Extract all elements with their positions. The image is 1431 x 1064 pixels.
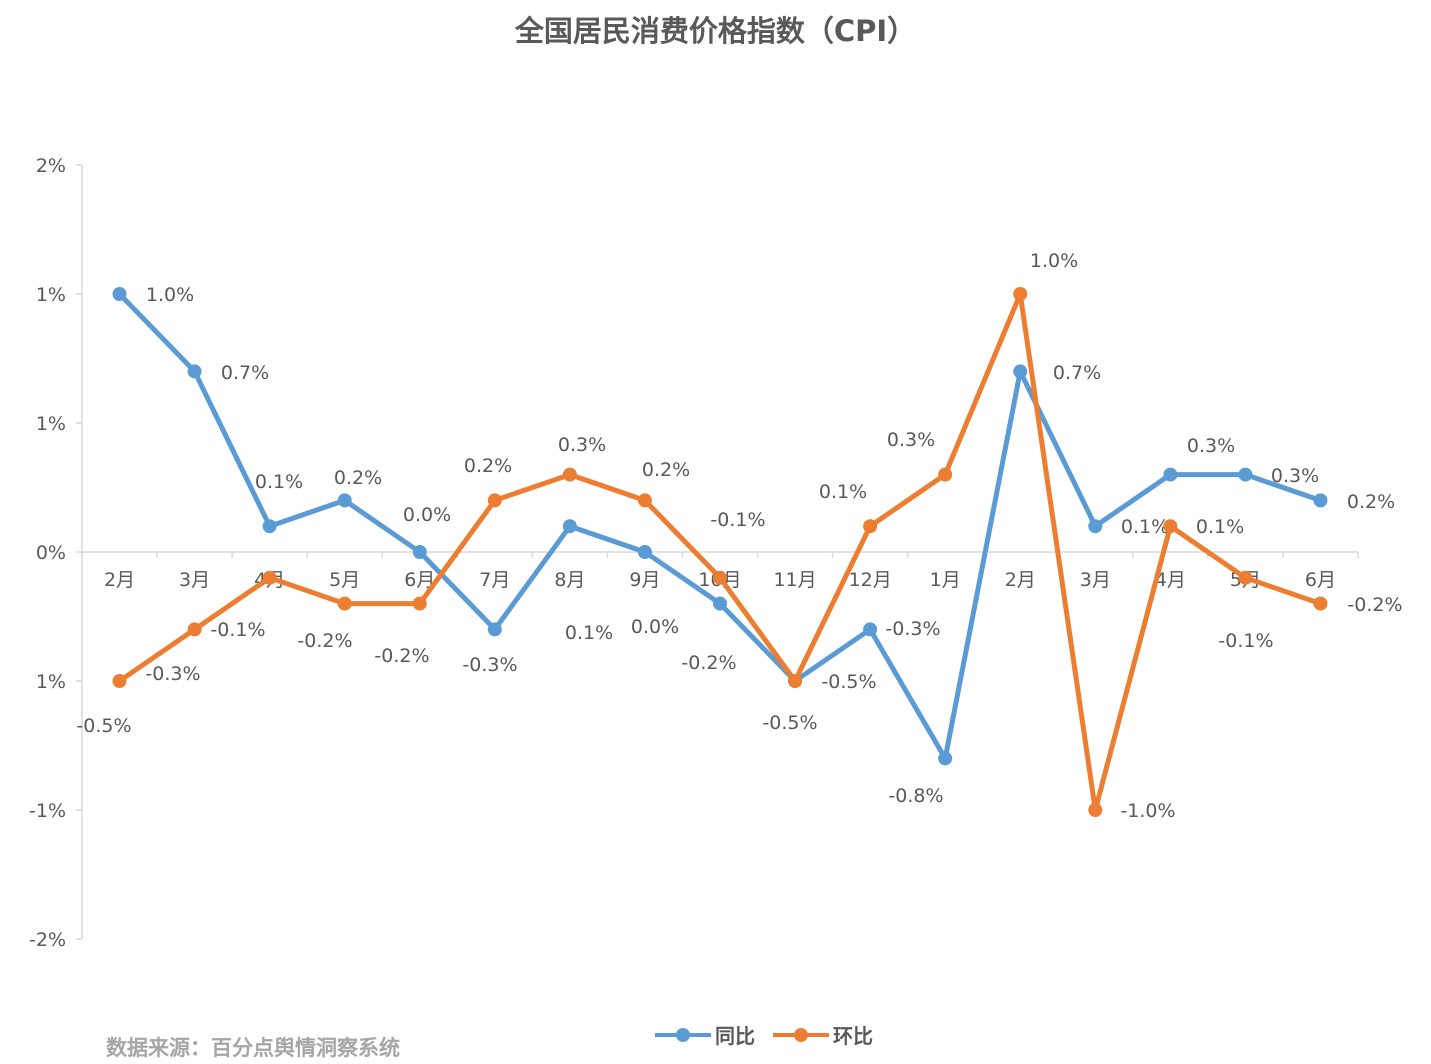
legend-label-mom: 环比 — [833, 1024, 873, 1048]
data-label: -0.2% — [297, 630, 352, 652]
data-label: 0.1% — [255, 471, 303, 493]
data-label: -0.1% — [1218, 630, 1273, 652]
data-label: 0.2% — [642, 459, 690, 481]
legend-label-yoy: 同比 — [715, 1024, 755, 1048]
data-label: -0.2% — [1347, 594, 1402, 616]
data-point — [262, 519, 277, 534]
data-point — [788, 674, 803, 688]
data-label: 0.7% — [1053, 362, 1101, 384]
data-point — [1088, 803, 1103, 817]
x-tick-label: 4月 — [1155, 569, 1186, 591]
data-point — [1163, 467, 1178, 482]
data-label: -0.5% — [821, 671, 876, 693]
y-tick-label: -2% — [29, 929, 66, 951]
data-point — [1088, 519, 1103, 534]
data-point — [412, 545, 427, 559]
data-label: -0.2% — [681, 652, 736, 674]
chart-title: 全国居民消费价格指数（CPI） — [514, 14, 917, 48]
data-point — [112, 674, 127, 688]
data-point — [1013, 364, 1028, 379]
data-label: 0.7% — [221, 362, 269, 384]
data-point — [637, 493, 652, 508]
data-point — [863, 519, 878, 534]
data-point — [562, 467, 577, 482]
data-point — [487, 493, 502, 508]
data-label: -0.1% — [710, 509, 765, 531]
y-tick-label: 1% — [36, 413, 66, 435]
data-label: -0.5% — [76, 715, 131, 737]
data-point — [1313, 493, 1328, 508]
x-tick-label: 3月 — [179, 569, 210, 591]
data-label: -0.8% — [888, 785, 943, 807]
data-point — [1013, 287, 1028, 301]
x-tick-label: 2月 — [1005, 569, 1036, 591]
data-point — [938, 751, 953, 766]
x-tick-label: 3月 — [1080, 569, 1111, 591]
data-point — [337, 493, 352, 508]
data-point — [112, 287, 127, 301]
data-point — [337, 596, 352, 611]
data-point — [187, 622, 202, 637]
data-label: 0.0% — [403, 504, 451, 526]
data-label: 0.3% — [1271, 465, 1319, 487]
data-label: -1.0% — [1120, 800, 1175, 822]
data-point — [1313, 596, 1328, 611]
data-label: 0.2% — [464, 455, 512, 477]
legend-item-yoy: 同比 — [655, 1020, 755, 1049]
data-label: 0.1% — [1121, 516, 1169, 538]
x-tick-label: 7月 — [479, 569, 510, 591]
data-label: 0.1% — [819, 481, 867, 503]
data-point — [1238, 570, 1253, 585]
data-point — [412, 596, 427, 611]
data-label: 1.0% — [1030, 250, 1078, 272]
data-label: -0.1% — [210, 619, 265, 641]
data-source: 数据来源：百分点舆情洞察系统 — [106, 1036, 400, 1060]
y-tick-label: -1% — [29, 800, 66, 822]
data-point — [713, 596, 727, 611]
y-tick-label: 1% — [36, 671, 66, 693]
legend: 同比 环比 — [655, 1020, 873, 1049]
data-label: 0.3% — [887, 429, 935, 451]
data-label: -0.5% — [762, 712, 817, 734]
data-point — [187, 364, 202, 379]
y-tick-label: 0% — [36, 542, 66, 564]
data-label: 0.1% — [1196, 516, 1244, 538]
data-point — [487, 622, 502, 637]
data-point — [938, 467, 953, 482]
x-tick-label: 6月 — [1305, 569, 1336, 591]
legend-marker-mom — [773, 1027, 829, 1042]
data-point — [863, 622, 878, 637]
data-label: 0.3% — [558, 434, 606, 456]
y-tick-label: 2% — [36, 155, 66, 177]
x-tick-label: 5月 — [329, 569, 360, 591]
x-tick-label: 6月 — [404, 569, 435, 591]
data-label: 0.0% — [631, 616, 679, 638]
legend-item-mom: 环比 — [773, 1020, 873, 1049]
data-label: 0.3% — [1187, 435, 1235, 457]
data-label: -0.2% — [374, 645, 429, 667]
x-tick-label: 8月 — [554, 569, 585, 591]
data-point — [713, 570, 727, 585]
x-tick-label: 12月 — [849, 569, 892, 591]
legend-marker-yoy — [655, 1027, 711, 1042]
data-point — [1163, 519, 1178, 534]
x-tick-label: 1月 — [930, 569, 961, 591]
x-tick-label: 9月 — [629, 569, 660, 591]
data-label: -0.3% — [462, 654, 517, 676]
data-label: 0.2% — [334, 467, 382, 489]
data-label: 0.2% — [1347, 491, 1395, 513]
data-point — [262, 570, 277, 585]
data-point — [1238, 467, 1253, 482]
x-tick-label: 11月 — [773, 569, 816, 591]
data-label: -0.3% — [145, 663, 200, 685]
data-label: 0.1% — [565, 622, 613, 644]
data-label: -0.3% — [885, 618, 940, 640]
x-tick-label: 2月 — [104, 569, 135, 591]
data-label: 1.0% — [146, 284, 194, 306]
data-point — [637, 545, 652, 559]
data-point — [562, 519, 577, 534]
y-tick-label: 1% — [36, 284, 66, 306]
